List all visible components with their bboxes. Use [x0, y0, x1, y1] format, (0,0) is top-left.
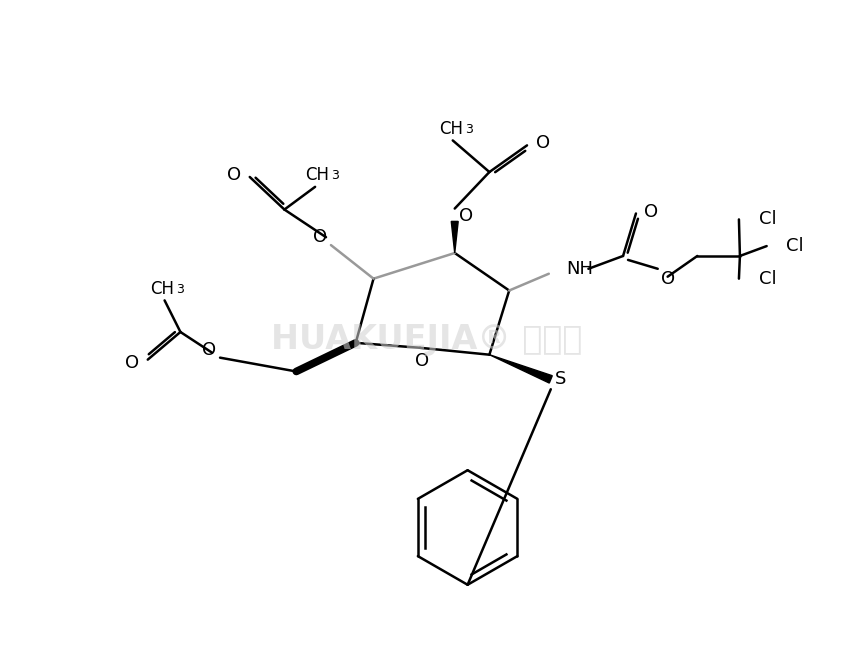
Text: Cl: Cl: [786, 237, 804, 255]
Text: O: O: [125, 354, 139, 371]
Text: CH: CH: [150, 279, 174, 297]
Text: S: S: [554, 370, 566, 389]
Text: NH: NH: [566, 260, 593, 278]
Text: 3: 3: [464, 123, 472, 136]
Text: CH: CH: [438, 120, 462, 138]
Text: CH: CH: [305, 166, 328, 184]
Polygon shape: [489, 355, 552, 383]
Text: HUAKUEJIA® 化学加: HUAKUEJIA® 化学加: [271, 323, 582, 356]
Text: O: O: [312, 228, 327, 246]
Text: O: O: [660, 269, 674, 288]
Text: 3: 3: [331, 169, 339, 183]
Text: Cl: Cl: [757, 269, 775, 288]
Polygon shape: [450, 221, 458, 253]
Text: O: O: [458, 207, 473, 226]
Text: O: O: [415, 352, 428, 369]
Text: 3: 3: [177, 283, 184, 296]
Text: Cl: Cl: [757, 211, 775, 228]
Text: O: O: [226, 166, 241, 184]
Text: O: O: [201, 341, 216, 359]
Text: O: O: [536, 134, 549, 152]
Text: O: O: [643, 203, 657, 220]
